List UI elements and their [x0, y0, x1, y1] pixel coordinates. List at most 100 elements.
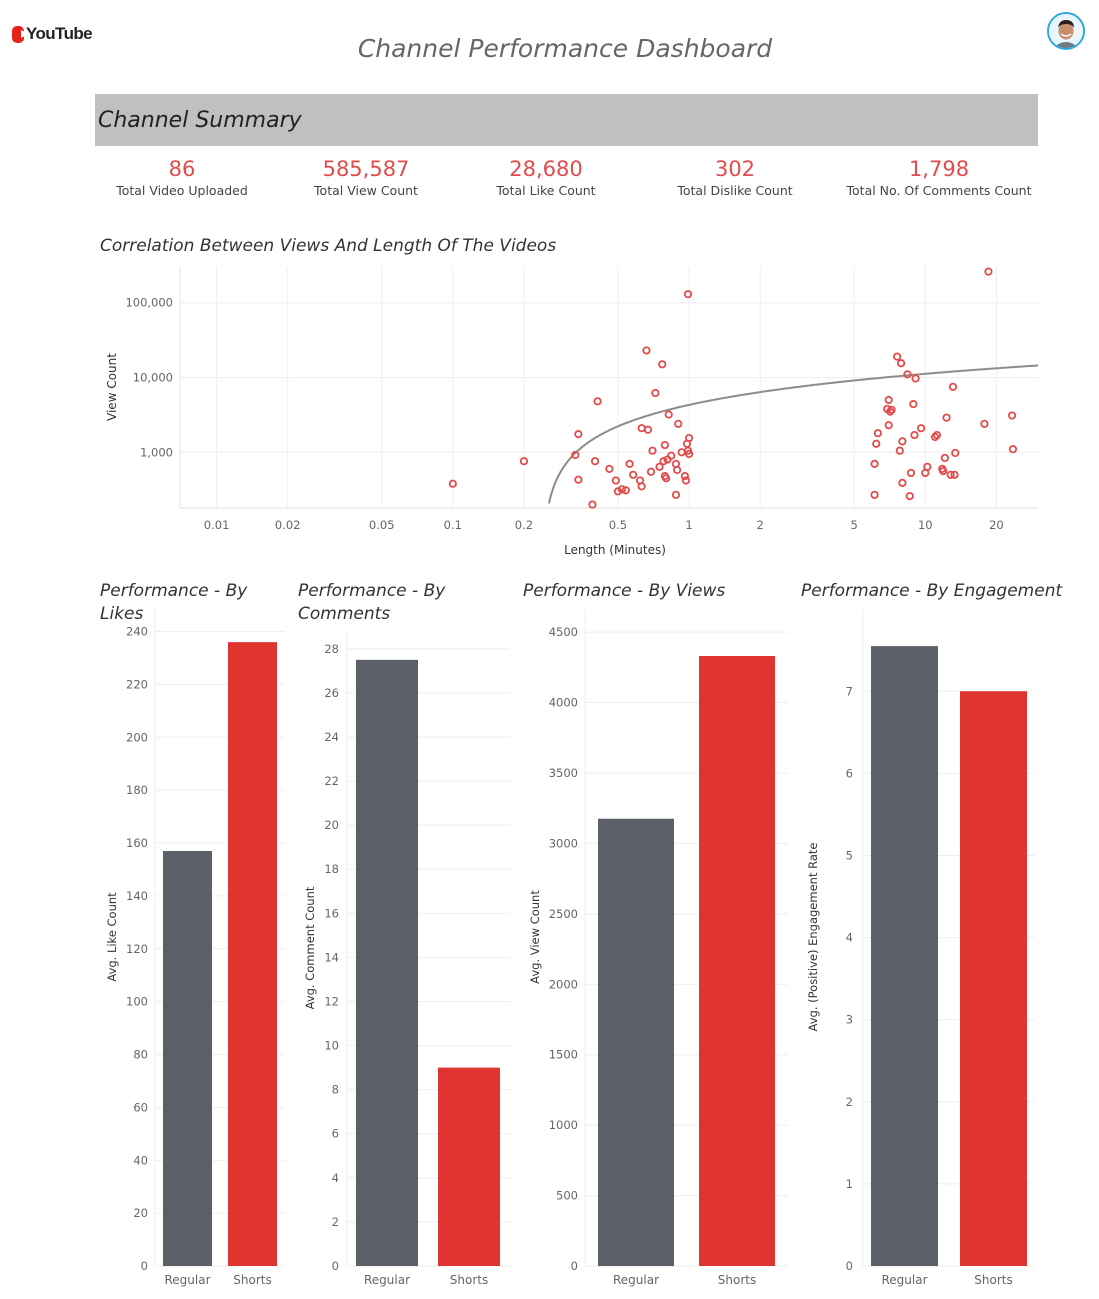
x-tick-label: 5 [851, 518, 858, 532]
scatter-point [617, 485, 627, 494]
scatter-point [660, 440, 669, 450]
scatter-point [893, 352, 902, 361]
scatter-point [905, 491, 914, 501]
y-tick-label: 3 [846, 1013, 853, 1027]
y-tick-label: 0 [332, 1259, 339, 1273]
x-tick-label: Regular [613, 1273, 659, 1287]
kpi-value: 28,680 [509, 157, 583, 181]
scatter-point [1007, 411, 1017, 420]
bar-shorts [960, 691, 1027, 1266]
y-tick-label: 12 [324, 994, 339, 1008]
x-tick-label: Shorts [974, 1273, 1012, 1287]
scatter-point [680, 472, 689, 481]
y-tick-label: 100 [126, 995, 148, 1009]
bar-shorts [438, 1067, 500, 1266]
x-tick-label: Shorts [718, 1273, 756, 1287]
scatter-point [629, 470, 638, 479]
scatter-point [946, 470, 955, 479]
scatter-point [897, 359, 906, 368]
y-tick-label: 80 [133, 1048, 148, 1062]
scatter-point [873, 429, 882, 438]
x-tick-label: 0.02 [275, 518, 301, 532]
scatter-point [674, 419, 683, 428]
y-tick-label: 22 [324, 774, 339, 788]
y-tick-label: 60 [133, 1100, 148, 1114]
y-tick-label: 24 [324, 730, 339, 744]
y-tick-label: 200 [126, 730, 148, 744]
scatter-point [939, 467, 948, 476]
kpi-value: 302 [714, 157, 756, 181]
y-tick-label: 2500 [549, 907, 578, 921]
scatter-point [942, 413, 951, 422]
kpi-label: Total No. Of Comments Count [846, 183, 1032, 198]
likes-chart-title: Performance - By Likes [100, 581, 248, 624]
scatter-point [655, 462, 664, 471]
kpi-comments: 1,798 Total No. Of Comments Count [839, 155, 1039, 199]
scatter-point [909, 400, 918, 409]
y-tick-label: 180 [126, 783, 148, 797]
y-tick-label: 20 [324, 818, 339, 832]
scatter-point [590, 457, 600, 466]
y-tick-label: 10 [324, 1039, 339, 1053]
scatter-point [923, 462, 932, 471]
y-tick-label: 4 [846, 931, 853, 945]
scatter-point [898, 437, 907, 446]
y-axis-title: Avg. Like Count [105, 892, 119, 982]
scatter-point [637, 482, 646, 491]
x-tick-label: Regular [881, 1273, 927, 1287]
scatter-point [940, 453, 949, 463]
y-tick-label: 500 [556, 1189, 578, 1203]
bar-regular [598, 818, 674, 1266]
scatter-point [625, 459, 634, 468]
scatter-point [684, 449, 694, 459]
scatter-point [651, 388, 660, 398]
y-tick-label: 3000 [549, 836, 578, 850]
y-tick-label: 4 [332, 1171, 339, 1185]
scatter-point [870, 459, 879, 468]
trend-line [547, 364, 1039, 504]
x-tick-label: 20 [989, 518, 1004, 532]
engagement-chart-title: Performance - By Engagement [801, 581, 1063, 601]
y-tick-label: 0 [571, 1259, 578, 1273]
x-tick-label: 0.05 [369, 518, 395, 532]
scatter-point [664, 410, 673, 419]
youtube-wordmark: YouTube [26, 24, 93, 43]
youtube-play-icon [12, 25, 29, 43]
scatter-point [884, 421, 893, 430]
scatter-point [684, 433, 694, 443]
x-tick-label: 10 [918, 518, 933, 532]
x-tick-label: Regular [164, 1273, 210, 1287]
views-bar-chart: 0 500 1000 1500 2000 2500 3000 3500 4000 4500 Regu… [528, 610, 788, 1287]
comments-chart-title: Performance - By Comments [298, 581, 446, 624]
bar-regular [871, 646, 938, 1266]
kpi-label: Total Dislike Count [677, 183, 793, 198]
x-tick-label: 1 [685, 518, 692, 532]
scatter-point [588, 500, 597, 509]
y-tick-label: 1500 [549, 1048, 578, 1062]
bar-regular [356, 659, 418, 1266]
scatter-point [906, 468, 916, 478]
scatter-point [642, 346, 651, 355]
y-tick-label: 14 [324, 950, 339, 964]
x-axis-title: Length (Minutes) [564, 543, 666, 557]
scatter-point [671, 490, 681, 499]
scatter-point [980, 419, 989, 428]
kpi-label: Total Like Count [496, 183, 596, 198]
y-tick-label: 0 [141, 1259, 148, 1273]
scatter-point [932, 430, 942, 440]
kpi-likes: 28,680 Total Like Count [446, 155, 646, 199]
y-tick-label: 26 [324, 686, 339, 700]
y-tick-label: 10,000 [133, 370, 173, 384]
avatar[interactable] [1047, 12, 1085, 50]
likes-bar-chart: 0 20 40 60 80 100 120 140 160 180 200 220 240 Regular… [105, 610, 285, 1287]
scatter-point [887, 405, 896, 414]
scatter-point [917, 424, 926, 433]
scatter-point [519, 457, 529, 466]
x-tick-label: Shorts [450, 1273, 488, 1287]
y-tick-label: 6 [332, 1127, 339, 1141]
kpi-label: Total View Count [314, 183, 418, 198]
y-axis-title: Avg. View Count [528, 890, 542, 984]
scatter-point [1008, 445, 1018, 454]
y-tick-label: 0 [846, 1259, 853, 1273]
y-tick-label: 16 [324, 906, 339, 920]
